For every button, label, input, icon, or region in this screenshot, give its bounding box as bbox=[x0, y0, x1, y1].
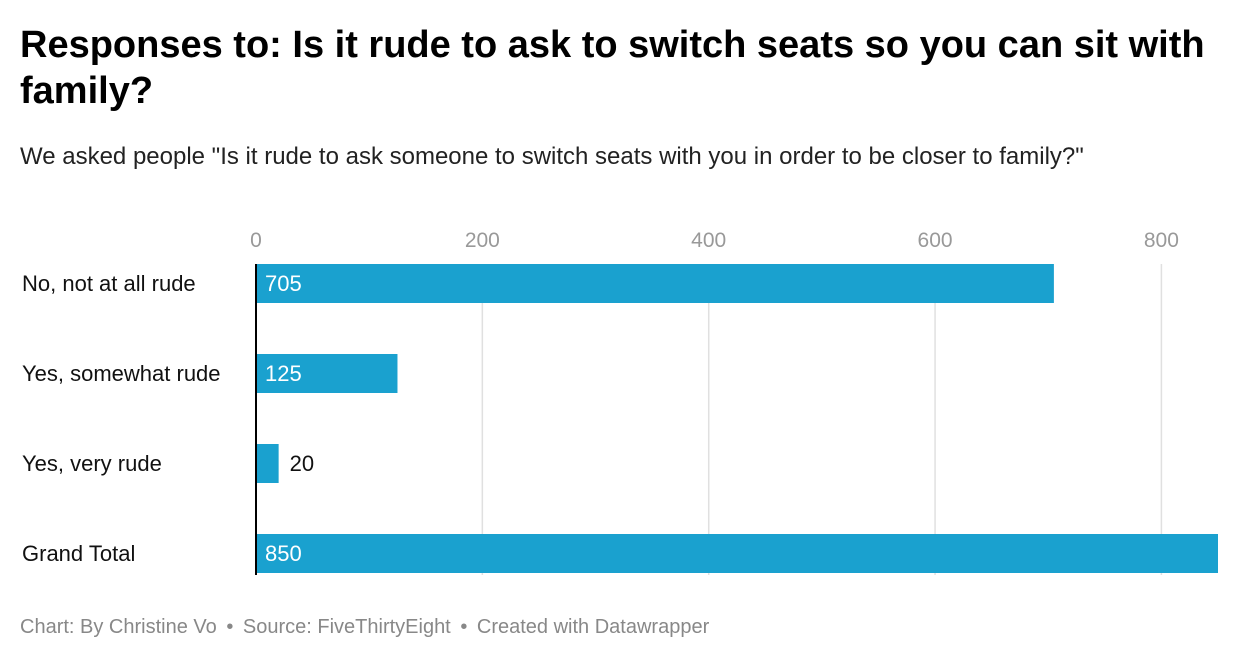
x-tick-label: 800 bbox=[1144, 229, 1179, 252]
bar bbox=[256, 534, 1218, 573]
data-label: 850 bbox=[265, 541, 302, 566]
footer-separator: • bbox=[226, 616, 234, 638]
gridlines bbox=[481, 264, 1163, 575]
x-axis-ticks: 0 200 400 600 800 bbox=[250, 229, 1179, 252]
category-label: No, not at all rude bbox=[22, 271, 196, 296]
footer-separator: • bbox=[460, 616, 468, 638]
data-label: 20 bbox=[290, 451, 314, 476]
category-label: Grand Total bbox=[22, 541, 135, 566]
x-tick-label: 200 bbox=[465, 229, 500, 252]
chart-footer: Chart: By Christine Vo • Source: FiveThi… bbox=[20, 614, 709, 640]
category-label: Yes, somewhat rude bbox=[22, 361, 221, 386]
data-labels: 705 125 20 850 bbox=[265, 271, 314, 566]
bar bbox=[256, 264, 1054, 303]
category-labels: No, not at all rude Yes, somewhat rude Yes… bbox=[22, 271, 221, 566]
x-tick-label: 0 bbox=[250, 229, 262, 252]
data-label: 705 bbox=[265, 271, 302, 296]
chart-title: Responses to: Is it rude to ask to switc… bbox=[20, 24, 1205, 112]
bar bbox=[256, 354, 398, 393]
category-label: Yes, very rude bbox=[22, 451, 162, 476]
x-tick-label: 400 bbox=[691, 229, 726, 252]
bars bbox=[256, 264, 1218, 573]
data-label: 125 bbox=[265, 361, 302, 386]
footer-credit: Created with Datawrapper bbox=[476, 616, 710, 638]
footer-source: Source: FiveThirtyEight bbox=[242, 616, 451, 638]
bar bbox=[256, 444, 279, 483]
chart-subtitle: We asked people "Is it rude to ask someo… bbox=[20, 143, 1084, 170]
footer-byline: Chart: By Christine Vo bbox=[20, 616, 217, 638]
x-tick-label: 600 bbox=[918, 229, 953, 252]
